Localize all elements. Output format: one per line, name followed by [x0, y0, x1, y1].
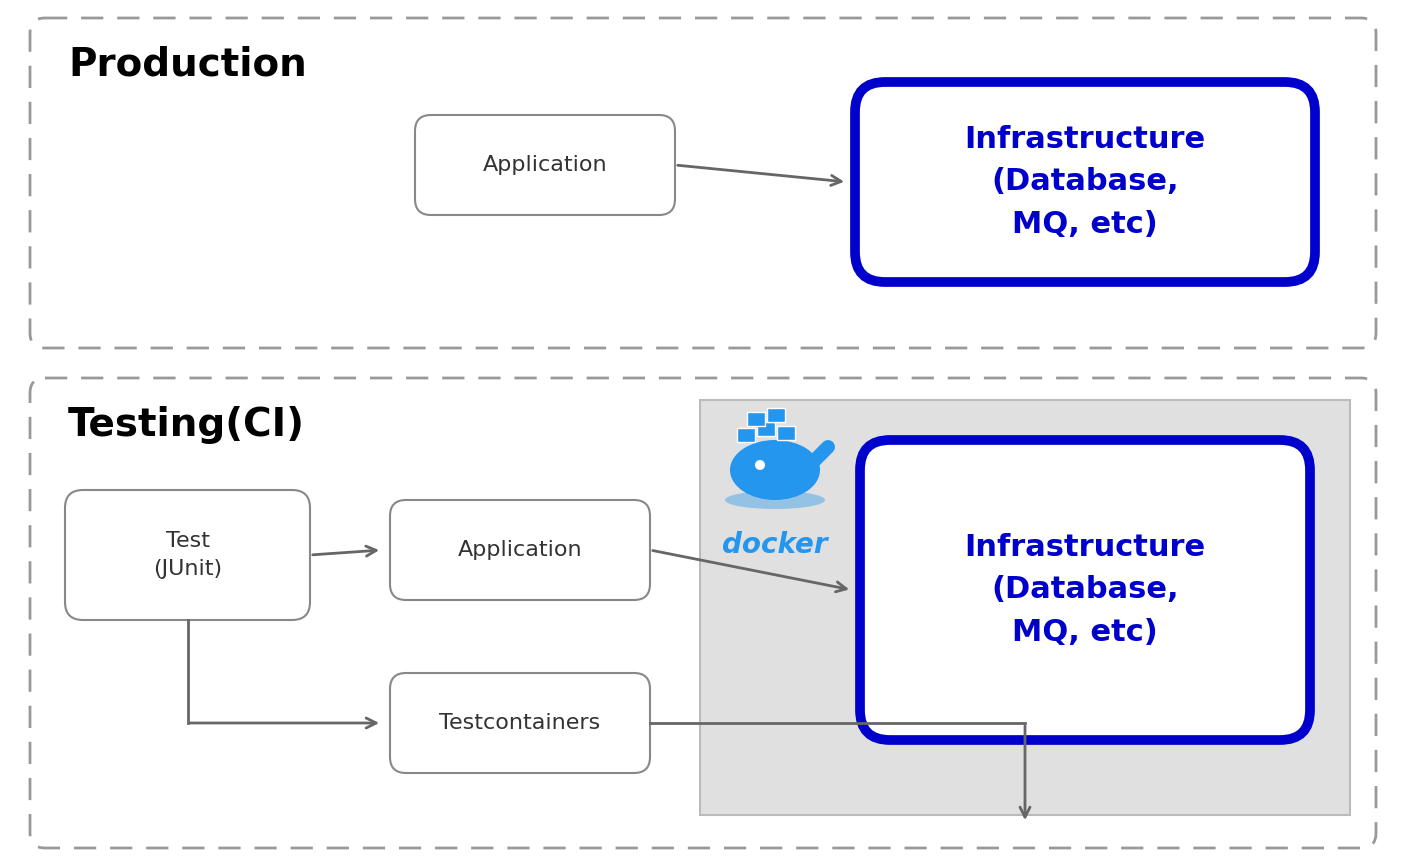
FancyBboxPatch shape [389, 500, 650, 600]
FancyBboxPatch shape [855, 82, 1315, 282]
Bar [756, 422, 775, 436]
Bar [747, 412, 765, 426]
FancyArrowPatch shape [813, 447, 828, 463]
FancyBboxPatch shape [860, 440, 1310, 740]
Text: Infrastructure
(Database,
MQ, etc): Infrastructure (Database, MQ, etc) [965, 125, 1205, 240]
Bar [700, 400, 1350, 815]
Text: Application: Application [482, 155, 607, 175]
Ellipse shape [730, 440, 820, 500]
FancyBboxPatch shape [415, 115, 675, 215]
Bar [778, 426, 794, 440]
FancyBboxPatch shape [389, 673, 650, 773]
Bar [768, 408, 785, 422]
Text: Application: Application [458, 540, 582, 560]
Text: docker: docker [723, 531, 828, 559]
Text: Test
(JUnit): Test (JUnit) [153, 531, 222, 579]
Text: Testing(CI): Testing(CI) [67, 406, 305, 444]
Bar [737, 428, 755, 442]
Ellipse shape [725, 491, 825, 509]
Circle shape [755, 460, 765, 470]
Text: Infrastructure
(Database,
MQ, etc): Infrastructure (Database, MQ, etc) [965, 533, 1205, 648]
FancyBboxPatch shape [30, 378, 1376, 848]
FancyBboxPatch shape [30, 18, 1376, 348]
Text: Production: Production [67, 46, 307, 84]
FancyBboxPatch shape [65, 490, 309, 620]
Text: Testcontainers: Testcontainers [439, 713, 600, 733]
